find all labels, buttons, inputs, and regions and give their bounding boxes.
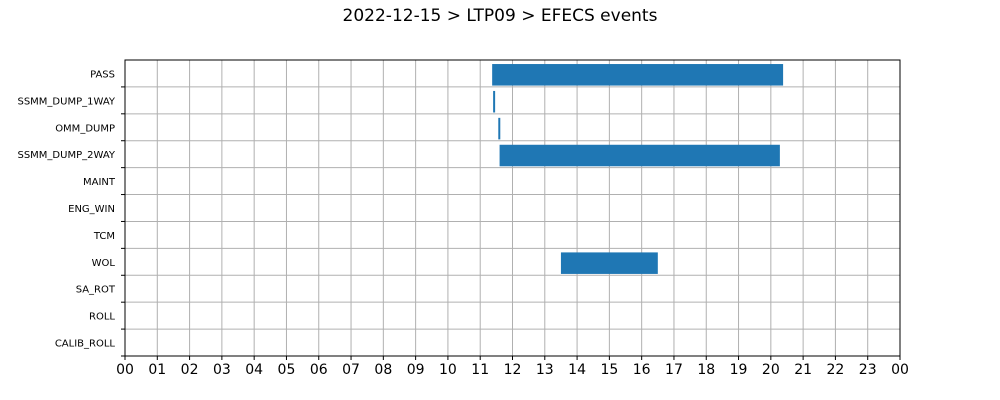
axis-ticks [121,86,901,360]
y-tick-label: ENG_WIN [68,204,115,215]
y-tick-label: SA_ROT [76,285,116,296]
x-tick-label: 03 [213,362,231,378]
y-tick-label: OMM_DUMP [55,123,115,134]
event-bar-ssmm-dump-1way [493,90,496,113]
event-bar-ssmm-dump-2way [499,144,780,167]
y-tick-label: SSMM_DUMP_1WAY [17,96,115,107]
x-tick-label: 07 [342,362,360,378]
axis-labels: 00 01 02 03 04 05 06 07 08 09 10 11 12 13 14 15 16 17 18 19… [17,69,908,378]
x-tick-label: 17 [665,362,683,378]
y-tick-label: SSMM_DUMP_2WAY [17,150,115,161]
y-tick-label: ROLL [89,312,115,323]
x-tick-label: 12 [504,362,522,378]
x-tick-label: 04 [245,362,263,378]
x-tick-label: 23 [859,362,877,378]
y-tick-label: CALIB_ROLL [55,339,116,350]
event-bars [492,64,784,274]
x-tick-label: 16 [633,362,651,378]
x-tick-label: 02 [181,362,199,378]
x-tick-label: 11 [471,362,489,378]
x-tick-label: 08 [374,362,392,378]
y-tick-label: MAINT [83,177,116,188]
x-tick-label: 05 [278,362,296,378]
x-tick-label: 00 [116,362,134,378]
x-tick-label: 20 [762,362,780,378]
x-tick-label: 18 [697,362,715,378]
x-tick-label: 09 [407,362,425,378]
chart-title: 2022-12-15 > LTP09 > EFECS events [342,6,658,26]
x-tick-label: 10 [439,362,457,378]
x-tick-label: 14 [568,362,586,378]
event-bar-pass [492,64,784,86]
x-tick-label: 22 [827,362,845,378]
x-tick-label: 01 [148,362,166,378]
x-tick-label: 21 [794,362,812,378]
x-tick-label: 13 [536,362,554,378]
plot-frame [124,59,901,357]
x-tick-label: 00 [891,362,909,378]
x-tick-label: 15 [600,362,618,378]
event-bar-omm-dump [498,117,501,140]
grid-lines [124,60,901,357]
y-tick-label: WOL [92,258,116,269]
event-bar-wol [560,252,658,274]
x-tick-label: 19 [730,362,748,378]
x-tick-label: 06 [310,362,328,378]
y-tick-label: PASS [90,69,115,80]
y-tick-label: TCM [93,231,115,242]
